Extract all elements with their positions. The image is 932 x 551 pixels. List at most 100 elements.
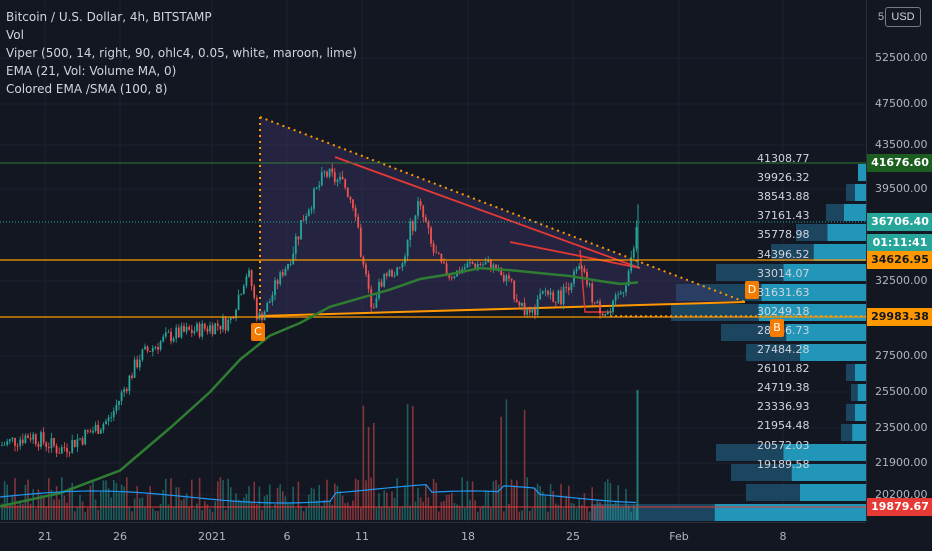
volume-bar bbox=[365, 480, 367, 520]
candle-body bbox=[162, 336, 165, 342]
volume-bar bbox=[505, 399, 508, 520]
volume-bar bbox=[24, 484, 27, 520]
volume-bar bbox=[555, 503, 557, 520]
candle-body bbox=[453, 276, 456, 278]
volume-bar bbox=[341, 495, 344, 520]
volume-bar bbox=[175, 487, 177, 520]
volume-bar bbox=[544, 495, 547, 520]
candle-body bbox=[92, 430, 94, 433]
vp-price-label: 38543.88 bbox=[757, 190, 810, 204]
candle-body bbox=[229, 317, 232, 320]
candle-body bbox=[383, 273, 386, 287]
legend-vol[interactable]: Vol bbox=[6, 28, 24, 42]
wedge-upper-line bbox=[334, 156, 641, 269]
candle-body bbox=[479, 264, 482, 266]
legend-symbol[interactable]: Bitcoin / U.S. Dollar, 4h, BITSTAMP bbox=[6, 10, 212, 24]
vp-price-label: 19189.58 bbox=[757, 457, 810, 471]
candle-body bbox=[99, 429, 102, 434]
candle-body bbox=[365, 264, 367, 275]
volume-bar bbox=[100, 490, 102, 520]
volume-bar bbox=[170, 478, 172, 520]
candle-body bbox=[255, 297, 258, 320]
volume-bar bbox=[612, 504, 614, 520]
volume-bar bbox=[531, 508, 534, 520]
volume-bar bbox=[271, 509, 274, 520]
volume-bar bbox=[323, 500, 326, 520]
price-label: 43500.00 bbox=[875, 138, 928, 151]
volume-bar bbox=[310, 487, 313, 520]
vp-bar-core-15 bbox=[791, 464, 866, 481]
volume-bar bbox=[302, 511, 305, 520]
volume-bar bbox=[536, 483, 539, 520]
candle-body bbox=[331, 168, 334, 173]
candle-body bbox=[250, 270, 253, 287]
volume-bar bbox=[256, 504, 258, 520]
price-axis[interactable]: 52500.00 47500.00 43500.00 39500.00 32500.00… bbox=[866, 0, 932, 522]
candle-body bbox=[375, 298, 378, 308]
currency-button[interactable]: USD bbox=[885, 7, 921, 27]
volume-bar bbox=[471, 481, 474, 520]
candle-body bbox=[513, 280, 516, 300]
volume-bar bbox=[620, 508, 622, 520]
volume-bar bbox=[313, 488, 315, 520]
volume-bar bbox=[477, 511, 479, 520]
volume-bar bbox=[594, 505, 596, 520]
volume-bar bbox=[412, 405, 414, 520]
vp-bar-core-16 bbox=[800, 484, 866, 501]
legend-viper[interactable]: Viper (500, 14, right, 90, ohlc4, 0.05, … bbox=[6, 46, 357, 60]
volume-bar bbox=[380, 507, 383, 520]
volume-bar bbox=[3, 481, 6, 520]
marker-d: D bbox=[745, 281, 759, 299]
time-label: 21 bbox=[38, 530, 52, 543]
candle-body bbox=[357, 216, 360, 228]
candle-body bbox=[24, 435, 27, 444]
volume-bar bbox=[196, 503, 198, 520]
price-label: 52500.00 bbox=[875, 51, 928, 64]
volume-bar bbox=[461, 477, 463, 520]
legend-colored-ema[interactable]: Colored EMA /SMA (100, 8) bbox=[6, 82, 168, 96]
candle-body bbox=[554, 301, 557, 303]
volume-bar bbox=[414, 501, 417, 520]
volume-spike bbox=[636, 390, 639, 520]
volume-bar bbox=[19, 502, 21, 520]
candle-body bbox=[19, 439, 22, 446]
vp-price-label: 34396.52 bbox=[757, 247, 810, 261]
volume-bar bbox=[490, 507, 492, 520]
candle-body bbox=[362, 257, 365, 265]
volume-bar bbox=[84, 511, 86, 520]
volume-bar bbox=[495, 479, 497, 520]
volume-bar bbox=[510, 479, 513, 520]
candle-body bbox=[40, 432, 42, 447]
candle-body bbox=[242, 285, 245, 294]
candle-body bbox=[625, 285, 627, 293]
candle-body bbox=[21, 439, 24, 444]
volume-bar bbox=[622, 507, 625, 520]
candle-body bbox=[326, 171, 328, 177]
volume-bar bbox=[591, 487, 593, 520]
volume-bar bbox=[55, 486, 58, 520]
volume-bar bbox=[404, 485, 406, 520]
volume-bar bbox=[198, 477, 201, 520]
volume-bar bbox=[627, 505, 630, 520]
candle-body bbox=[248, 270, 250, 277]
volume-bar bbox=[71, 482, 73, 520]
candle-body bbox=[539, 293, 542, 300]
chart-legend: Bitcoin / U.S. Dollar, 4h, BITSTAMP Vol … bbox=[6, 8, 357, 98]
candle-body bbox=[531, 308, 534, 313]
candle-body bbox=[627, 270, 630, 286]
volume-bar bbox=[401, 506, 404, 520]
legend-ema[interactable]: EMA (21, Vol: Volume MA, 0) bbox=[6, 64, 177, 78]
candle-body bbox=[125, 389, 128, 392]
volume-bar bbox=[503, 511, 505, 520]
volume-bar bbox=[630, 511, 632, 520]
candle-body bbox=[157, 346, 159, 350]
volume-bar bbox=[588, 511, 591, 520]
volume-bar bbox=[68, 487, 71, 520]
candle-body bbox=[502, 275, 505, 282]
time-axis[interactable]: 21 26 2021 6 11 18 25 Feb 8 bbox=[0, 522, 866, 551]
volume-bar bbox=[331, 504, 333, 520]
volume-bar bbox=[458, 505, 461, 520]
candle-body bbox=[534, 308, 536, 316]
candle-body bbox=[508, 275, 510, 279]
